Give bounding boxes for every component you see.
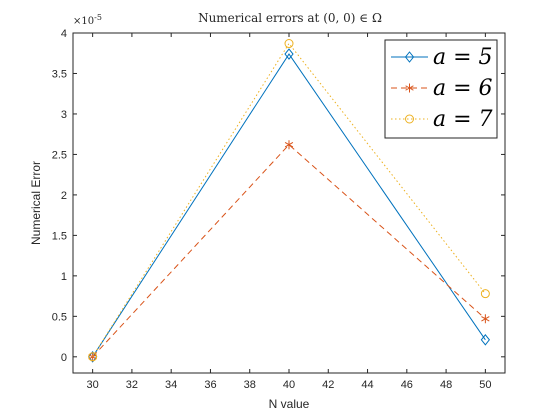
legend-label: a = 7 xyxy=(433,107,493,132)
x-tick-label: 50 xyxy=(479,379,491,391)
y-tick-label: 0.5 xyxy=(52,311,67,323)
y-tick-label: 2.5 xyxy=(52,149,67,161)
data-point xyxy=(284,39,294,49)
y-axis-label: Numerical Error xyxy=(29,161,43,245)
x-tick-label: 48 xyxy=(440,379,452,391)
legend-label: a = 6 xyxy=(433,76,493,101)
legend-swatch-marker xyxy=(404,51,415,63)
legend-swatch-marker xyxy=(405,114,414,124)
x-tick-label: 46 xyxy=(401,379,413,391)
x-axis-label: N value xyxy=(269,397,310,411)
y-tick-label: 3.5 xyxy=(52,68,67,80)
data-point xyxy=(481,314,490,324)
series-3 xyxy=(88,39,490,362)
legend-label: a = 5 xyxy=(433,45,493,70)
chart-title: Numerical errors at (0, 0) ∈ Ω xyxy=(198,11,382,25)
legend-item: a = 5 xyxy=(391,45,493,70)
y-tick-label: 2 xyxy=(61,190,67,202)
data-point xyxy=(480,334,491,346)
x-tick-label: 32 xyxy=(126,379,138,391)
series-layer xyxy=(87,39,491,363)
legend-item: a = 7 xyxy=(391,107,493,132)
axis-ticks: 30 32 34 36 38 40 42 44 46 48 50 0 0.5 1 1.5 2 2.5 3 3.5 4 xyxy=(52,28,505,391)
legend: a = 5 a = 6 a = 7 xyxy=(384,39,498,139)
data-point xyxy=(284,140,294,150)
x-tick-label: 38 xyxy=(244,379,256,391)
y-tick-label: 4 xyxy=(61,28,67,40)
x-tick-label: 42 xyxy=(322,379,334,391)
x-tick-label: 30 xyxy=(87,379,99,391)
y-tick-label: 1 xyxy=(61,271,67,283)
y-exponent-label: ×10-5 xyxy=(73,13,102,27)
x-tick-label: 34 xyxy=(165,379,177,391)
series-line xyxy=(92,144,486,358)
data-point xyxy=(88,352,98,362)
y-tick-label: 0 xyxy=(61,352,67,364)
x-tick-label: 36 xyxy=(204,379,216,391)
series-line xyxy=(92,53,486,358)
legend-box xyxy=(384,39,498,139)
x-tick-label: 40 xyxy=(283,379,295,391)
data-point xyxy=(284,48,294,60)
y-tick-label: 1.5 xyxy=(52,230,67,242)
legend-item: a = 6 xyxy=(391,76,493,101)
legend-swatch-marker xyxy=(405,83,414,93)
x-tick-label: 44 xyxy=(361,379,373,391)
y-tick-label: 3 xyxy=(61,109,67,121)
data-point xyxy=(480,289,490,299)
